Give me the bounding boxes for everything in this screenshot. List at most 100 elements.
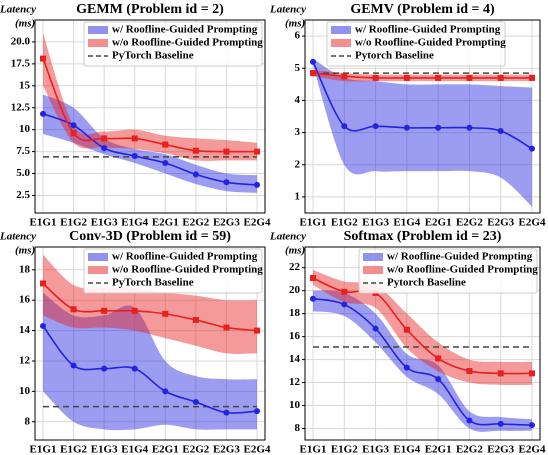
marker [466, 124, 473, 131]
x-tick-label: E2G2 [456, 217, 483, 229]
legend-swatch [331, 39, 351, 47]
confidence-band [313, 290, 532, 432]
marker [70, 130, 77, 137]
legend-label: w/o Roofline-Guided Prompting [355, 37, 506, 49]
confidence-band [43, 254, 257, 354]
marker [131, 152, 138, 159]
marker [223, 409, 230, 416]
marker [223, 324, 230, 331]
marker [254, 181, 260, 188]
y-axis-unit: (ms) [15, 18, 35, 30]
plot-frame [304, 246, 541, 441]
plot-frame [304, 19, 541, 214]
x-tick-label: E2G3 [487, 217, 514, 229]
y-tick-label: 18 [289, 307, 301, 319]
marker [403, 74, 410, 81]
chart-title: GEMM (Problem id = 2) [76, 2, 224, 17]
x-tick-label: E1G2 [60, 217, 87, 229]
chart-title: Conv-3D (Problem id = 59) [69, 229, 231, 244]
x-tick-label: E2G4 [244, 444, 271, 455]
marker [101, 135, 108, 142]
y-axis-unit: (ms) [15, 245, 35, 257]
y-tick-label: 8 [25, 415, 31, 427]
confidence-band [43, 33, 257, 161]
legend-swatch [88, 26, 108, 34]
y-tick-label: 22 [289, 261, 301, 273]
legend-label: w/o Roofline-Guided Prompting [387, 264, 538, 276]
legend-swatch [363, 253, 383, 261]
legend-label: w/o Roofline-Guided Prompting [112, 37, 263, 49]
y-tick-label: 5 [295, 62, 301, 74]
y-axis-unit: (ms) [285, 245, 305, 257]
x-tick-label: E2G1 [152, 217, 179, 229]
plot-frame [34, 19, 266, 214]
x-tick-label: E1G4 [393, 444, 420, 455]
panel: Conv-3D (Problem id = 59) Latency (ms) 8 10 1… [0, 229, 271, 455]
marker [529, 370, 535, 377]
confidence-band [43, 292, 257, 431]
legend-box [83, 248, 263, 294]
marker [372, 325, 379, 332]
y-tick-label: 15 [19, 79, 31, 91]
marker [529, 74, 535, 81]
marker [70, 362, 77, 369]
legend-box [358, 248, 538, 294]
legend-label: PyTorch Baseline [112, 50, 194, 62]
y-tick-label: 20.0 [11, 35, 31, 47]
marker [223, 148, 230, 155]
x-tick-label: E1G2 [331, 444, 358, 455]
y-tick-label: 10 [19, 123, 31, 135]
marker [403, 326, 410, 333]
marker [101, 307, 108, 314]
marker [497, 74, 504, 81]
marker [341, 288, 348, 295]
y-tick-label: 17.5 [11, 57, 31, 69]
marker [162, 310, 169, 317]
panel: Softmax (Problem id = 23) Latency (ms) 8 10 1… [269, 229, 546, 455]
marker [192, 316, 199, 323]
marker [435, 376, 442, 383]
y-axis-unit: (ms) [285, 18, 305, 30]
x-tick-label: E2G3 [213, 444, 240, 455]
x-tick-label: E1G3 [362, 444, 389, 455]
marker [310, 58, 316, 65]
marker [40, 110, 46, 117]
marker [40, 280, 46, 287]
x-tick-label: E2G4 [519, 444, 546, 455]
legend-swatch [88, 39, 108, 47]
x-tick-label: E2G1 [425, 217, 452, 229]
marker [341, 301, 348, 308]
marker [192, 399, 199, 406]
marker [435, 355, 442, 362]
legend-label: w/ Roofline-Guided Prompting [387, 251, 533, 263]
x-tick-label: E2G2 [456, 444, 483, 455]
x-tick-label: E2G3 [487, 444, 514, 455]
y-tick-label: 3 [295, 126, 301, 138]
x-tick-label: E1G1 [30, 217, 57, 229]
marker [101, 145, 108, 152]
marker [162, 388, 169, 395]
x-tick-label: E1G1 [300, 444, 327, 455]
panel: GEMV (Problem id = 4) Latency (ms) 1 2 3 4 5 6 E1… [269, 2, 546, 228]
marker [372, 74, 379, 81]
marker [40, 55, 46, 62]
x-tick-label: E1G2 [60, 444, 87, 455]
x-tick-label: E1G3 [362, 217, 389, 229]
marker [192, 147, 199, 154]
legend-label: w/ Roofline-Guided Prompting [112, 251, 258, 263]
y-tick-label: 8 [295, 422, 301, 434]
x-tick-label: E2G2 [182, 444, 209, 455]
marker [435, 74, 442, 81]
plot-frame [34, 246, 266, 441]
y-tick-label: 6 [295, 30, 301, 42]
marker [435, 124, 442, 131]
x-tick-label: E1G4 [121, 444, 148, 455]
marker [466, 74, 473, 81]
legend-swatch [88, 253, 108, 261]
y-tick-label: 12 [289, 376, 301, 388]
marker [310, 70, 316, 77]
legend-label: w/ Roofline-Guided Prompting [355, 24, 501, 36]
marker [162, 159, 169, 166]
marker [497, 127, 504, 134]
y-axis-label: Latency [269, 231, 306, 243]
